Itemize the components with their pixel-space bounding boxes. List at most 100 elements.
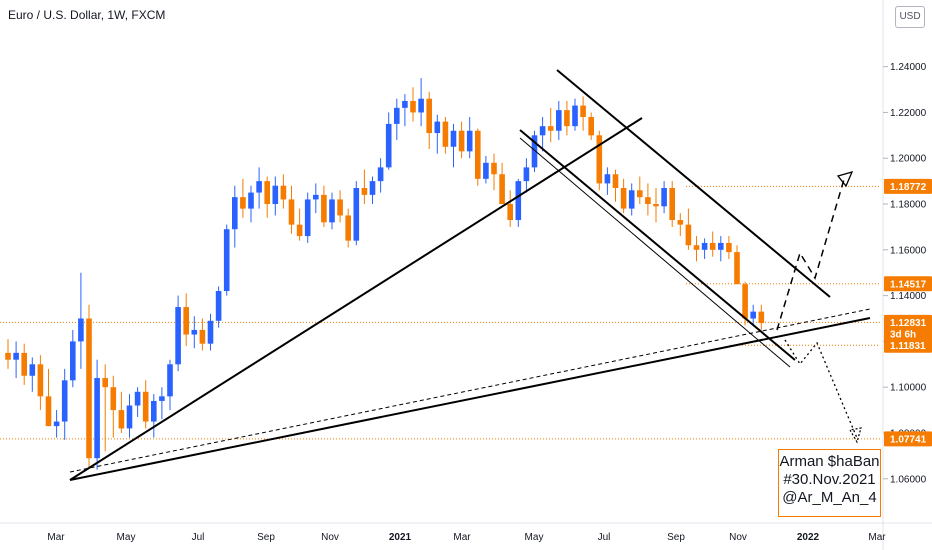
price-label: 1.12831 <box>890 318 927 329</box>
candle-body <box>410 100 416 113</box>
candle-body <box>442 121 449 147</box>
candle-body <box>321 194 327 223</box>
candle <box>53 410 60 438</box>
candle-body <box>29 364 36 376</box>
candle <box>296 208 303 241</box>
candle <box>475 128 481 186</box>
time-tick-label: May <box>117 532 136 543</box>
candle <box>280 174 287 209</box>
price-tick-label: 1.10000 <box>890 383 927 394</box>
candle <box>434 114 441 154</box>
price-tick-label: 1.24000 <box>890 62 927 73</box>
trendlines <box>69 69 871 481</box>
candle-body <box>693 245 700 250</box>
channel-lower-line-thin <box>519 137 791 368</box>
price-label: 1.11831 <box>890 341 926 352</box>
support-trendline-dashed <box>69 308 871 473</box>
candle <box>726 236 732 259</box>
candle <box>483 155 489 184</box>
candle <box>685 208 692 250</box>
candle-body <box>159 396 165 401</box>
channel-upper-line <box>556 69 831 298</box>
candle-body <box>5 352 11 360</box>
candle-body <box>669 187 675 221</box>
candle-body <box>329 199 335 223</box>
candle <box>256 167 262 209</box>
candle-body <box>483 162 489 179</box>
candle-body <box>547 126 554 131</box>
time-axis[interactable]: Mar May Jul Sep Nov 2021 Mar May Jul Sep Nov 2022 Ma… <box>0 522 932 543</box>
candle-body <box>394 107 400 124</box>
candle-body <box>304 199 311 237</box>
candle-body <box>466 130 473 152</box>
currency-button[interactable]: USD <box>895 6 925 28</box>
candle-body <box>507 204 513 221</box>
candle <box>596 130 603 191</box>
candle <box>345 208 351 248</box>
candle <box>669 181 675 227</box>
candle-body <box>240 197 246 209</box>
candle-body <box>167 364 173 397</box>
price-label-box <box>884 337 932 353</box>
candle <box>159 387 165 420</box>
candle <box>693 236 700 262</box>
price-tick-label: 1.06000 <box>890 474 927 485</box>
candle-body <box>313 194 319 200</box>
candle-body <box>13 352 19 360</box>
candle-body <box>94 378 100 459</box>
projection-bearish-path <box>784 339 858 439</box>
candle <box>37 355 44 411</box>
time-tick-label: Mar <box>453 532 471 543</box>
candle <box>645 183 651 216</box>
chart-title: Euro / U.S. Dollar, 1W, FXCM <box>8 8 166 22</box>
candle <box>564 100 570 136</box>
candle <box>70 329 76 388</box>
candle-body <box>604 174 611 184</box>
candle-body <box>337 199 343 216</box>
price-label-countdown: 3d 6h <box>890 329 916 340</box>
candle <box>369 176 376 205</box>
candle <box>515 178 522 227</box>
candle-body <box>531 135 538 168</box>
candle-body <box>580 105 586 118</box>
price-label-box <box>884 431 932 447</box>
price-tick-label: 1.16000 <box>890 245 927 256</box>
candle-body <box>134 391 141 406</box>
candle-body <box>21 352 27 376</box>
candle <box>232 185 238 248</box>
price-label: 1.07741 <box>890 434 927 445</box>
candle-body <box>596 135 603 184</box>
candle <box>264 176 270 218</box>
candle-body <box>223 229 230 292</box>
candle <box>653 187 659 223</box>
candle <box>94 359 100 470</box>
candle <box>321 185 327 227</box>
candle <box>175 295 181 372</box>
price-tick-label: 1.22000 <box>890 108 927 119</box>
price-label: 1.14517 <box>890 279 927 290</box>
candle-body <box>183 307 189 335</box>
candle-body <box>620 187 627 209</box>
candle-body <box>369 181 376 195</box>
support-trendline-steep <box>69 117 643 481</box>
projection-down-arrowhead <box>849 427 862 444</box>
projection-bullish-path <box>776 175 846 331</box>
candle-body <box>645 197 651 205</box>
candle-body <box>742 284 748 319</box>
candle <box>337 190 343 223</box>
candle <box>547 107 554 143</box>
candle <box>750 304 756 326</box>
candle <box>207 313 214 351</box>
candle-body <box>612 174 619 188</box>
time-tick-label: Nov <box>321 532 339 543</box>
candle <box>272 176 279 216</box>
candle <box>329 192 335 230</box>
candle-body <box>458 130 465 152</box>
price-level-lines <box>0 185 880 440</box>
candle-body <box>726 242 732 253</box>
price-axis[interactable]: 1.24000 1.22000 1.20000 1.18000 1.16000 1.140… <box>882 0 932 550</box>
price-label-box <box>884 178 932 194</box>
candle-body <box>232 197 238 230</box>
candle <box>523 158 530 193</box>
